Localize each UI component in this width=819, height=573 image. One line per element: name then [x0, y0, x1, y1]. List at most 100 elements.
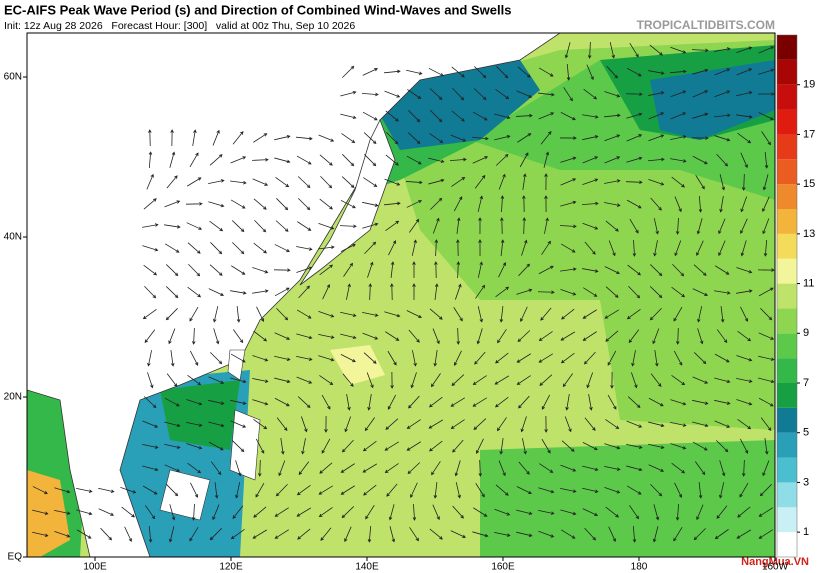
arrow — [168, 526, 175, 543]
arrow — [432, 328, 440, 345]
arrow — [411, 239, 417, 256]
arrow — [538, 112, 555, 120]
arrow — [319, 154, 333, 166]
arrow — [539, 463, 554, 473]
arrow — [296, 309, 312, 319]
arrow — [758, 507, 773, 517]
arrow — [232, 505, 244, 519]
arrow — [543, 151, 550, 168]
arrow — [384, 178, 401, 186]
arrow — [361, 92, 379, 97]
arrow — [673, 306, 683, 322]
field — [330, 345, 385, 385]
arrow — [582, 156, 599, 164]
arrow — [626, 465, 643, 472]
arrow — [340, 90, 357, 97]
colorbar-tick-label: 5 — [803, 427, 809, 439]
arrow — [605, 419, 620, 429]
arrow — [408, 110, 421, 123]
arrow — [187, 286, 202, 298]
arrow — [650, 373, 662, 387]
arrow — [649, 307, 662, 321]
arrow — [453, 196, 463, 212]
arrow — [278, 460, 286, 477]
arrow — [608, 240, 616, 257]
arrow — [714, 420, 731, 428]
arrow — [497, 329, 507, 344]
arrow — [406, 441, 421, 451]
arrow — [626, 112, 643, 119]
arrow — [235, 460, 242, 477]
arrow — [450, 530, 466, 538]
arrow — [522, 173, 527, 190]
arrow — [409, 527, 419, 542]
arrow — [143, 198, 157, 210]
arrow — [192, 129, 197, 146]
arrow — [582, 309, 597, 319]
colorbar-tick-label: 17 — [803, 128, 815, 140]
arrow — [389, 526, 396, 543]
arrow — [693, 264, 707, 276]
arrow — [344, 526, 352, 543]
x-tick-label: 100E — [83, 562, 107, 573]
arrow — [626, 67, 642, 77]
arrow — [627, 264, 642, 276]
arrow — [296, 376, 313, 384]
arrow — [54, 530, 71, 538]
arrow — [654, 350, 659, 367]
arrow — [564, 42, 571, 59]
arrow — [472, 375, 487, 385]
arrow — [252, 267, 269, 274]
arrow — [674, 240, 682, 257]
arrow — [321, 438, 331, 454]
arrow — [274, 529, 289, 539]
arrow — [165, 286, 179, 299]
arrow — [346, 283, 351, 300]
arrow — [586, 64, 594, 81]
arrow — [582, 268, 599, 273]
arrow — [385, 418, 399, 430]
arrow — [362, 332, 379, 340]
arrow — [736, 378, 753, 383]
arrow — [626, 485, 642, 495]
arrow — [626, 420, 643, 428]
arrow — [740, 152, 748, 169]
arrow — [675, 217, 680, 235]
arrow — [230, 420, 247, 428]
arrow — [363, 484, 377, 496]
arrow — [433, 350, 438, 367]
arrow — [362, 68, 378, 76]
arrow — [453, 350, 462, 366]
x-tick-label: 160W — [762, 562, 789, 573]
arrow — [583, 88, 598, 100]
arrow — [187, 242, 201, 254]
arrow — [741, 173, 746, 191]
arrow — [714, 377, 731, 384]
arrow — [429, 88, 443, 100]
arrow — [76, 509, 93, 516]
colorbar-frame — [776, 34, 798, 558]
arrow — [472, 397, 488, 407]
arrow — [276, 417, 288, 431]
arrow — [367, 394, 372, 411]
arrow — [318, 507, 333, 518]
arrow — [164, 397, 180, 407]
arrow — [560, 331, 576, 341]
arrow — [367, 261, 374, 278]
arrow — [166, 175, 178, 189]
arrow — [452, 505, 464, 519]
arrow — [541, 240, 551, 255]
arrow — [695, 175, 705, 190]
arrow — [763, 239, 768, 257]
arrow — [605, 330, 619, 342]
arrow — [475, 284, 486, 299]
land — [27, 33, 561, 557]
arrow — [210, 352, 223, 365]
arrow — [522, 217, 526, 235]
arrow — [716, 440, 729, 453]
arrow — [566, 63, 571, 81]
arrow — [691, 48, 709, 53]
arrow — [384, 201, 401, 206]
arrow — [296, 507, 312, 517]
